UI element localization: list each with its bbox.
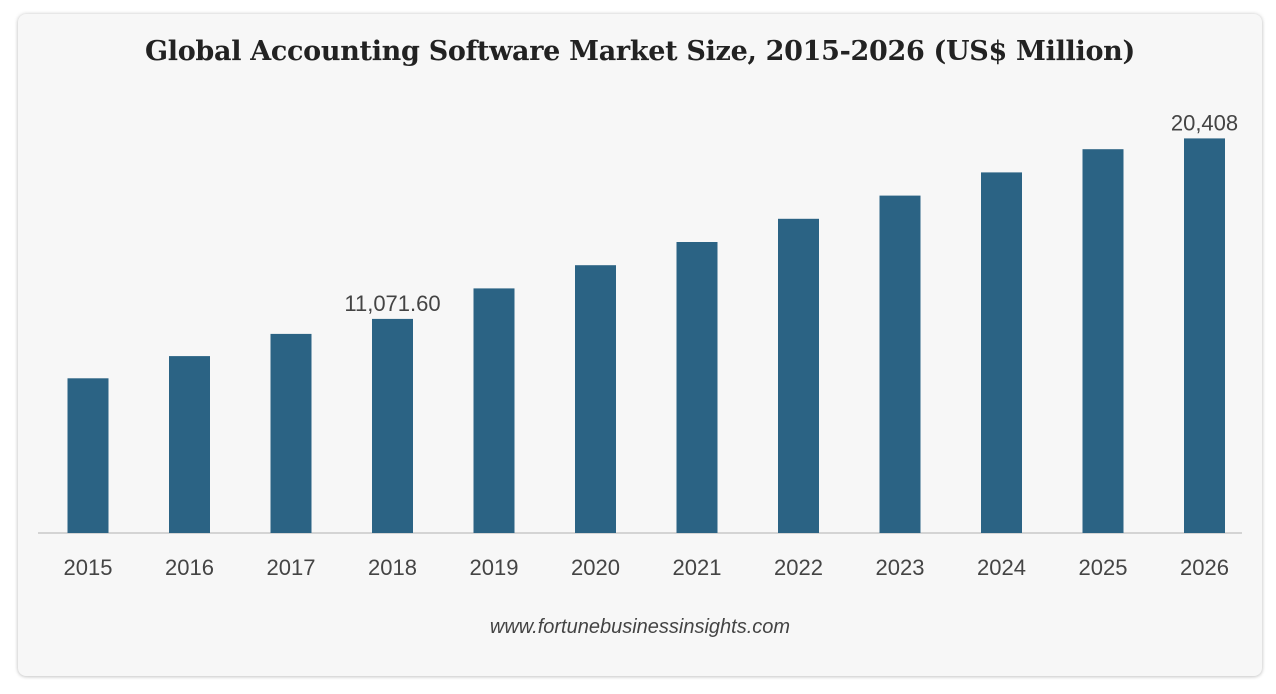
x-tick-label-2017: 2017 [267, 555, 316, 580]
bar-2023 [879, 195, 921, 533]
x-tick-label-2022: 2022 [774, 555, 823, 580]
bar-2025 [1082, 149, 1124, 533]
bar-2019 [473, 288, 515, 533]
x-tick-label-2021: 2021 [673, 555, 722, 580]
bar-2017 [270, 333, 312, 533]
x-tick-label-2025: 2025 [1079, 555, 1128, 580]
data-label-2026: 20,408 [1171, 110, 1238, 135]
bar-chart: 2015 2016 2017 2018 11,071.60 2019 2020 2021 202… [38, 110, 1242, 580]
x-tick-label-2015: 2015 [64, 555, 113, 580]
x-tick-label-2016: 2016 [165, 555, 214, 580]
bar-2015 [67, 378, 109, 533]
bar-2018 [372, 318, 413, 533]
x-tick-label-2023: 2023 [876, 555, 925, 580]
bar-2024 [981, 172, 1022, 533]
x-tick-label-2026: 2026 [1180, 555, 1229, 580]
bar-2022 [778, 218, 819, 534]
source-url: www.fortunebusinessinsights.com [489, 616, 791, 638]
x-tick-label-2024: 2024 [977, 555, 1026, 580]
bar-2026 [1184, 138, 1225, 533]
data-label-2018: 11,071.60 [344, 291, 440, 316]
bar-2016 [169, 356, 210, 533]
x-tick-label-2019: 2019 [470, 555, 519, 580]
bar-2021 [676, 242, 718, 533]
x-tick-label-2018: 2018 [368, 555, 417, 580]
bar-2020 [575, 265, 616, 533]
chart-card: Global Accounting Software Market Size, … [18, 14, 1262, 676]
chart-title: Global Accounting Software Market Size, … [145, 36, 1135, 67]
x-tick-label-2020: 2020 [571, 555, 620, 580]
